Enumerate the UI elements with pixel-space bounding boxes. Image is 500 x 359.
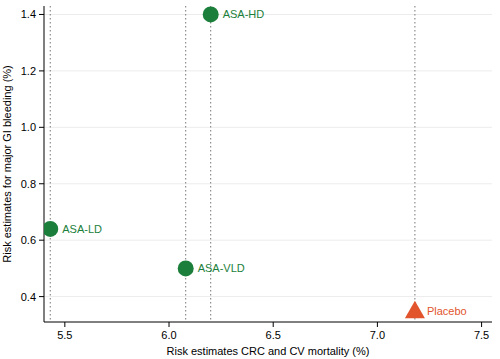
grid-line	[44, 127, 492, 128]
y-tick	[39, 14, 44, 15]
y-tick	[39, 127, 44, 128]
drop-line	[414, 6, 415, 322]
x-tick-label: 7.5	[474, 329, 489, 341]
y-tick-label: 1.4	[21, 8, 36, 20]
x-tick-label: 6.5	[266, 329, 281, 341]
drop-line	[50, 6, 51, 322]
y-tick-label: 0.8	[21, 178, 36, 190]
y-tick-label: 0.4	[21, 291, 36, 303]
x-axis-label: Risk estimates CRC and CV mortality (%)	[167, 345, 370, 357]
y-tick	[39, 240, 44, 241]
y-axis-line	[44, 6, 45, 322]
y-axis-label: Risk estimates for major GI bleeding (%)	[1, 65, 13, 262]
point	[44, 221, 58, 237]
drop-line	[210, 6, 211, 322]
x-tick	[481, 322, 482, 327]
marks	[44, 6, 425, 322]
point-label: ASA-VLD	[198, 262, 245, 274]
point	[203, 6, 219, 22]
y-tick	[39, 70, 44, 71]
x-tick	[273, 322, 274, 327]
x-tick	[169, 322, 170, 327]
point-label: ASA-LD	[62, 223, 102, 235]
grid-line	[44, 296, 492, 297]
y-tick	[39, 296, 44, 297]
point-labels: ASA-HD ASA-LD ASA-VLD Placebo	[62, 8, 466, 316]
y-tick-label: 1.2	[21, 65, 36, 77]
point	[178, 260, 194, 276]
x-tick	[64, 322, 65, 327]
y-tick-label: 1.0	[21, 121, 36, 133]
axes: 5.5 6.0 6.5 7.0 7.5 0.4 0.6 0.8 1.0 1.2 1.4	[21, 6, 492, 341]
point	[405, 301, 425, 319]
x-tick-label: 6.0	[161, 329, 176, 341]
chart: 5.5 6.0 6.5 7.0 7.5 0.4 0.6 0.8 1.0 1.2 1.4 Risk es…	[0, 0, 500, 359]
x-tick-label: 7.0	[370, 329, 385, 341]
x-axis-line	[44, 322, 492, 323]
grid-line	[44, 183, 492, 184]
y-tick-label: 0.6	[21, 234, 36, 246]
grid-line	[44, 70, 492, 71]
grid-line	[44, 14, 492, 15]
x-tick-label: 5.5	[57, 329, 72, 341]
grid-line	[44, 240, 492, 241]
y-tick	[39, 183, 44, 184]
point-label: ASA-HD	[223, 8, 265, 20]
x-tick	[377, 322, 378, 327]
grid	[44, 14, 492, 296]
point-label: Placebo	[427, 305, 467, 317]
